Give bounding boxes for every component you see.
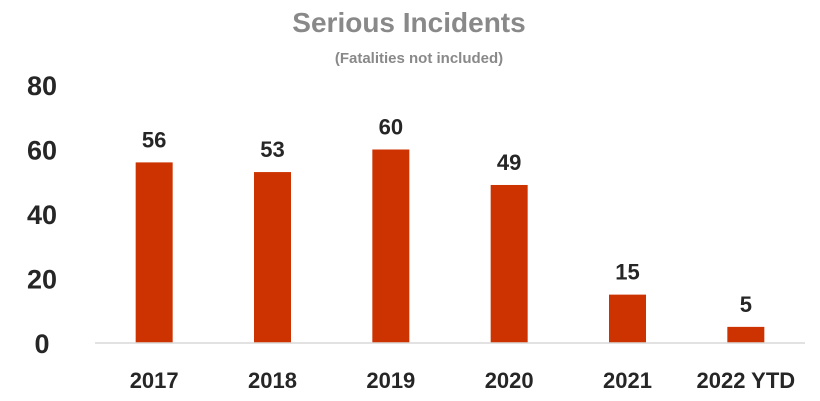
y-tick-label: 40	[27, 200, 57, 230]
x-tick-label: 2017	[130, 368, 179, 393]
y-tick-label: 80	[27, 71, 57, 101]
data-label: 60	[379, 115, 403, 140]
x-tick-label: 2021	[603, 368, 652, 393]
y-tick-label: 20	[27, 265, 57, 295]
chart-title: Serious Incidents	[292, 7, 525, 38]
x-tick-label: 2022 YTD	[697, 368, 796, 393]
x-tick-label: 2018	[248, 368, 297, 393]
chart-subtitle: (Fatalities not included)	[335, 50, 503, 67]
data-label: 5	[740, 292, 752, 317]
x-axis: 2017 2018 2019 2020 2021 2022 YTD	[95, 342, 805, 393]
x-tick-label: 2020	[485, 368, 534, 393]
data-label: 15	[615, 260, 639, 285]
y-axis: 0 20 40 60 80	[27, 71, 57, 359]
bar-2021	[609, 294, 646, 343]
y-tick-label: 0	[34, 329, 49, 359]
data-label: 56	[142, 127, 166, 152]
y-tick-label: 60	[27, 136, 57, 166]
data-labels: 56 53 60 49 15 5	[142, 115, 752, 317]
bar-2018	[254, 172, 291, 343]
x-tick-label: 2019	[366, 368, 415, 393]
bar-series	[135, 149, 765, 343]
bar-2020	[490, 184, 528, 343]
data-label: 53	[260, 137, 284, 162]
bar-2022-ytd	[727, 326, 765, 343]
data-label: 49	[497, 150, 521, 175]
bar-2017	[135, 162, 173, 343]
bar-2019	[372, 149, 410, 343]
